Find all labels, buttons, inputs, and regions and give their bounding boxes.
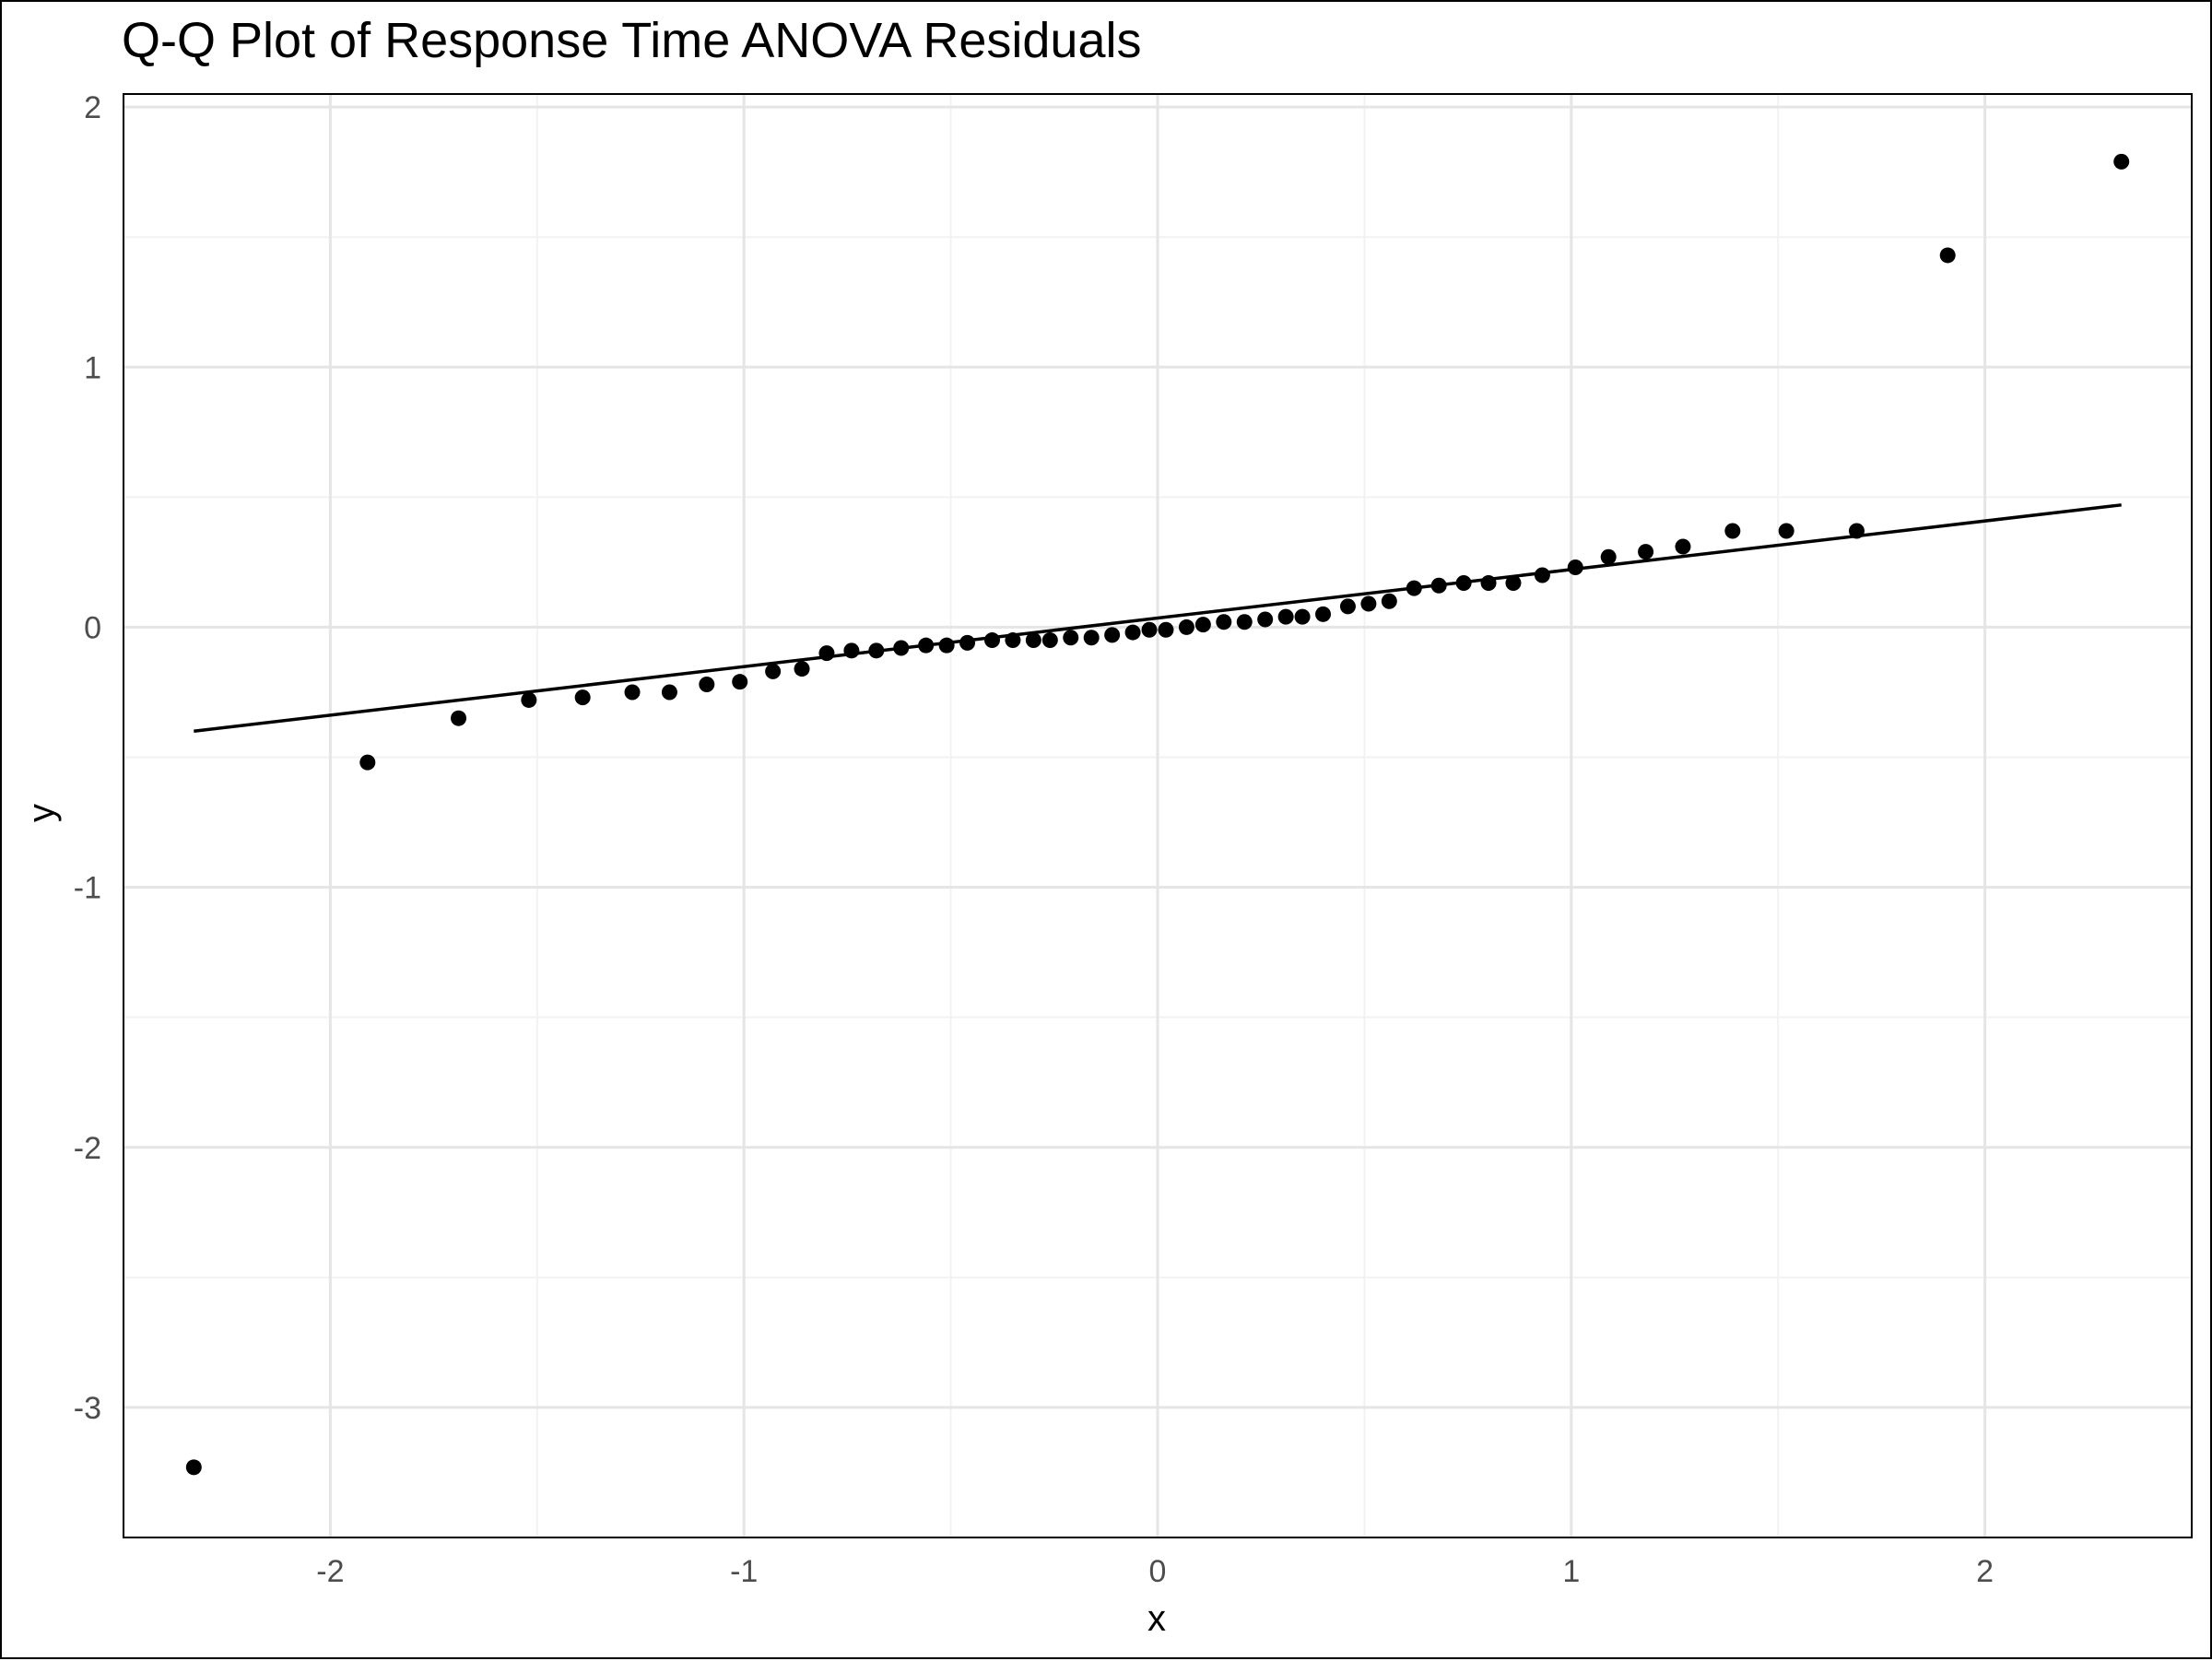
qq-data-point xyxy=(1505,574,1522,591)
qq-data-point xyxy=(1216,614,1232,630)
qq-data-point xyxy=(794,661,810,677)
qq-data-point xyxy=(843,642,860,659)
qq-reference-line xyxy=(194,503,2122,734)
y-tick-label: 1 xyxy=(84,350,101,385)
qq-data-point xyxy=(1406,580,1422,596)
qq-data-point xyxy=(1083,630,1100,646)
x-tick-label: -1 xyxy=(730,1554,758,1589)
y-tick-label: -3 xyxy=(74,1391,101,1426)
qq-data-point xyxy=(959,634,976,651)
reference-line-layer xyxy=(194,503,2122,734)
qq-data-point xyxy=(1939,247,1956,264)
qq-data-point xyxy=(1567,560,1583,576)
qq-data-point xyxy=(574,689,591,706)
qq-data-point xyxy=(1675,538,1691,555)
qq-data-point xyxy=(818,645,835,662)
qq-data-point xyxy=(1005,632,1021,649)
qq-data-point xyxy=(624,684,641,701)
x-axis-title: x xyxy=(1147,1598,1166,1639)
qq-data-point xyxy=(1277,608,1294,625)
qq-data-point xyxy=(1294,608,1311,625)
qq-data-point xyxy=(938,637,955,654)
qq-data-point xyxy=(1600,548,1617,565)
qq-data-point xyxy=(1236,614,1253,630)
qq-data-point xyxy=(1360,595,1377,612)
qq-data-point xyxy=(1480,574,1497,591)
qq-data-point xyxy=(1063,630,1079,646)
x-tick-label: 1 xyxy=(1562,1554,1580,1589)
x-tick-label: 0 xyxy=(1149,1554,1167,1589)
y-axis-title: y xyxy=(21,804,62,822)
qq-data-point xyxy=(983,632,1000,649)
qq-data-point xyxy=(1848,523,1865,539)
qq-data-point xyxy=(1104,627,1121,643)
qq-data-point xyxy=(1455,574,1472,591)
qq-data-point xyxy=(185,1459,202,1476)
qq-data-point xyxy=(1041,632,1058,649)
qq-data-point xyxy=(1178,618,1194,635)
y-tick-label: 2 xyxy=(84,90,101,125)
qq-data-point xyxy=(1315,606,1332,622)
qq-data-point xyxy=(1194,617,1211,633)
qq-data-point xyxy=(1638,544,1654,560)
panel-border xyxy=(123,93,2193,1538)
x-tick-label: -2 xyxy=(316,1554,344,1589)
chart-title: Q-Q Plot of Response Time ANOVA Residual… xyxy=(122,13,1141,68)
x-axis-tick-labels: -2 -1 0 1 2 xyxy=(316,1554,1994,1589)
qq-data-point xyxy=(2113,153,2130,170)
qq-data-point xyxy=(918,637,935,654)
y-tick-label: 0 xyxy=(84,610,101,645)
qq-data-point xyxy=(661,684,677,701)
qq-data-point xyxy=(699,677,715,693)
qq-data-point xyxy=(451,710,467,726)
y-tick-label: -2 xyxy=(74,1131,101,1166)
qq-data-point xyxy=(1025,632,1041,649)
qq-data-point xyxy=(1778,523,1794,539)
qq-data-point xyxy=(868,642,885,659)
qq-data-point xyxy=(732,674,748,690)
qq-data-point xyxy=(1158,621,1174,638)
y-axis-tick-labels: -3 -2 -1 0 1 2 xyxy=(74,90,101,1426)
major-gridlines xyxy=(124,94,2192,1537)
qq-data-point xyxy=(1430,577,1447,594)
y-tick-label: -1 xyxy=(74,871,101,906)
qq-data-point xyxy=(1724,523,1741,539)
qq-data-point xyxy=(765,663,782,679)
qq-data-point xyxy=(1124,624,1141,641)
qq-data-point xyxy=(1141,621,1158,638)
qq-data-point xyxy=(521,691,537,708)
qq-data-point xyxy=(1381,593,1397,609)
points-layer xyxy=(185,153,2130,1476)
qq-data-point xyxy=(1257,611,1274,628)
qq-data-point xyxy=(359,754,376,771)
qq-data-point xyxy=(893,640,910,656)
qq-data-point xyxy=(1534,567,1550,583)
x-tick-label: 2 xyxy=(1976,1554,1994,1589)
qq-data-point xyxy=(1339,598,1356,615)
